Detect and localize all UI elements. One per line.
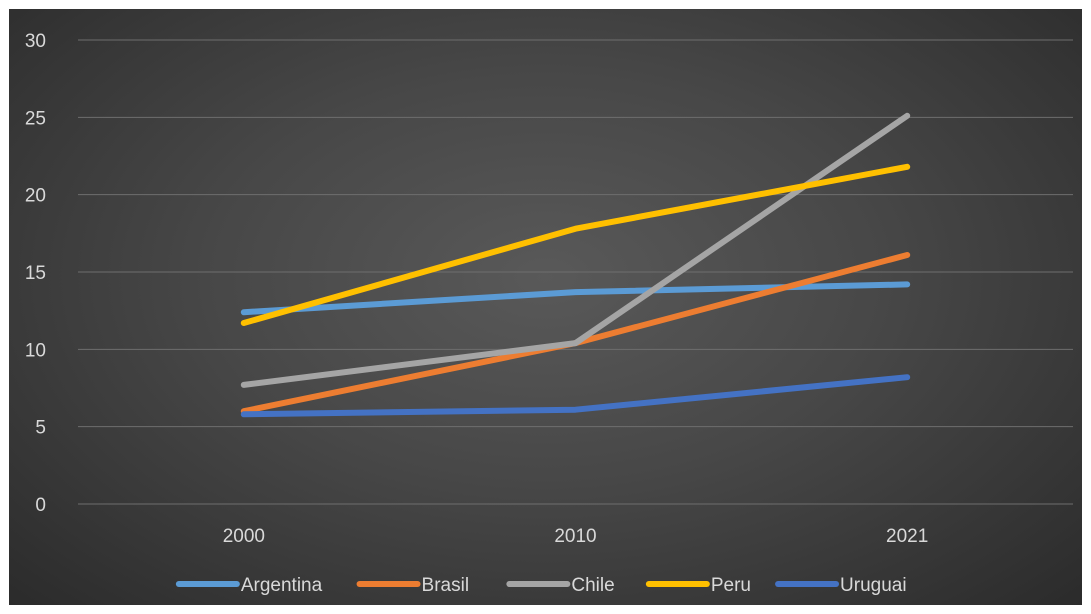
legend-label-chile: Chile (571, 575, 614, 596)
data-point-brasil (906, 254, 908, 256)
y-tick-label: 15 (25, 263, 46, 284)
legend: Argentina Brasil Chile Peru Uruguai (175, 575, 907, 596)
x-axis-tick-labels: 2000 2010 2021 (223, 526, 929, 547)
data-point-chile (906, 115, 908, 117)
legend-item-argentina: Argentina (175, 575, 323, 596)
y-tick-label: 10 (25, 340, 46, 361)
data-point-uruguai (243, 413, 245, 415)
series-lines (240, 112, 911, 418)
data-point-peru (906, 166, 908, 168)
gridlines (78, 39, 1073, 505)
series-line-argentina (240, 281, 911, 316)
y-axis-tick-labels: 0 5 10 15 20 25 30 (25, 31, 46, 516)
x-tick-label: 2000 (223, 526, 265, 547)
data-point-peru (575, 228, 576, 230)
x-tick-label: 2010 (554, 526, 596, 547)
legend-label-brasil: Brasil (422, 575, 470, 596)
y-tick-label: 20 (25, 186, 46, 207)
y-tick-label: 5 (35, 418, 46, 439)
data-point-argentina (243, 311, 245, 313)
series-line-chile (240, 112, 911, 388)
data-point-argentina (575, 291, 576, 293)
y-tick-label: 0 (35, 495, 46, 516)
legend-label-peru: Peru (711, 575, 751, 596)
data-point-peru (243, 322, 245, 324)
legend-item-uruguai: Uruguai (775, 575, 907, 596)
data-point-uruguai (575, 409, 576, 411)
data-point-chile (575, 342, 576, 344)
legend-label-argentina: Argentina (241, 575, 323, 596)
x-tick-label: 2021 (886, 526, 928, 547)
data-point-argentina (906, 283, 908, 285)
series-line-peru (240, 163, 911, 326)
data-point-chile (243, 384, 245, 386)
y-tick-label: 30 (25, 31, 46, 52)
legend-item-peru: Peru (645, 575, 751, 596)
y-tick-label: 25 (25, 108, 46, 129)
data-point-uruguai (906, 376, 908, 378)
legend-item-chile: Chile (506, 575, 615, 596)
chart-area (9, 9, 1082, 605)
series-line-uruguai (240, 374, 911, 418)
legend-label-uruguai: Uruguai (840, 575, 907, 596)
legend-item-brasil: Brasil (356, 575, 470, 596)
